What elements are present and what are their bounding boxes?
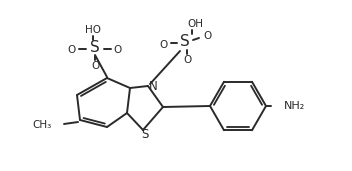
Text: CH₃: CH₃ <box>33 120 52 130</box>
Text: O: O <box>183 55 191 65</box>
Text: O: O <box>91 61 99 71</box>
Text: HO: HO <box>85 25 101 35</box>
Text: O: O <box>159 40 167 50</box>
Text: OH: OH <box>187 19 203 29</box>
Text: S: S <box>180 35 190 49</box>
Text: S: S <box>141 128 149 141</box>
Text: O: O <box>114 45 122 55</box>
Text: S: S <box>90 41 100 56</box>
Text: O: O <box>67 45 75 55</box>
Text: NH₂: NH₂ <box>284 101 305 111</box>
Text: O: O <box>203 31 211 41</box>
Text: N: N <box>149 81 157 94</box>
